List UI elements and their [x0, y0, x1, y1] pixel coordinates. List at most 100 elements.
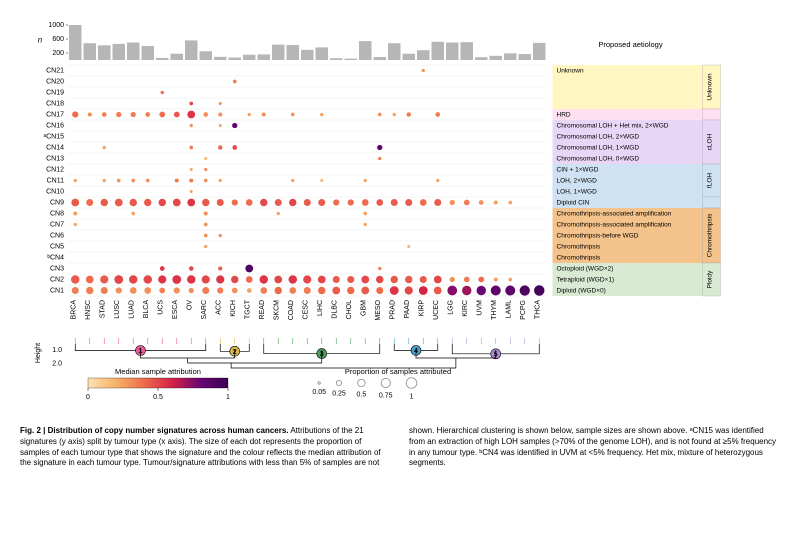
dot	[100, 275, 108, 283]
dot	[219, 124, 222, 127]
dot	[172, 275, 181, 284]
row-label: CN13	[46, 156, 64, 163]
row-label: CN9	[50, 200, 64, 207]
bar	[272, 45, 285, 60]
dot	[291, 179, 294, 182]
dot	[333, 199, 339, 205]
dot	[129, 275, 138, 284]
dot	[347, 276, 354, 283]
dot	[275, 199, 282, 206]
col-label: LIHC	[317, 300, 324, 316]
dot	[260, 287, 267, 294]
dot	[378, 267, 381, 270]
svg-text:0.75: 0.75	[379, 393, 393, 400]
bar	[287, 45, 300, 60]
dot	[376, 276, 383, 283]
dot	[72, 287, 79, 294]
dot	[277, 212, 280, 215]
dot	[217, 199, 224, 206]
col-label: ACC	[215, 300, 222, 315]
dot	[407, 245, 410, 248]
aetio-row-label: Chromosomal LOH, 2×WGD	[557, 134, 640, 141]
dot	[189, 266, 193, 270]
col-label: STAD	[99, 300, 106, 318]
aetio-row-label: Chromothripsis-associated amplification	[557, 222, 672, 229]
aetio-row-label: Chromothripsis	[557, 244, 601, 251]
dot	[103, 146, 106, 149]
row-label: CN16	[46, 123, 64, 130]
figure-container: 2006001000nCN21CN20CN19CN18CN17CN16ᵃCN15…	[20, 20, 780, 469]
dot	[219, 234, 222, 237]
dot	[101, 287, 108, 294]
dot	[405, 276, 412, 283]
dot	[393, 113, 396, 116]
dot	[462, 286, 471, 295]
dot	[233, 80, 237, 84]
dot	[190, 190, 193, 193]
dot	[202, 199, 209, 206]
dot	[362, 199, 369, 206]
size-legend-title: Proportion of samples attributed	[345, 367, 451, 376]
dot	[86, 199, 93, 206]
dot	[173, 199, 181, 207]
aetio-row-label: Octoploid (WGD×2)	[557, 266, 614, 273]
size-legend-circle	[358, 379, 365, 386]
row-label: CN3	[50, 266, 64, 273]
dot	[246, 199, 253, 206]
dot	[159, 288, 165, 294]
dot	[130, 199, 137, 206]
dot	[434, 199, 441, 206]
size-legend-circle	[318, 382, 320, 384]
bar	[388, 43, 401, 60]
dot	[232, 199, 238, 205]
dot	[332, 287, 340, 295]
dot	[262, 112, 266, 116]
dot	[320, 113, 323, 116]
bar	[417, 50, 430, 60]
dot	[364, 179, 367, 182]
dot	[289, 199, 296, 206]
dot	[407, 112, 411, 116]
aetio-row-label: Unknown	[557, 68, 584, 75]
aetio-row-label: LOH, 1×WGD	[557, 189, 598, 196]
dot	[232, 145, 237, 150]
dot	[303, 275, 311, 283]
dot	[333, 276, 340, 283]
dot	[189, 178, 193, 182]
figure-caption: Fig. 2 | Distribution of copy number sig…	[20, 426, 780, 469]
dot	[291, 113, 295, 117]
svg-text:600: 600	[52, 36, 64, 43]
sample-size-barplot: 2006001000	[48, 22, 545, 60]
bar	[113, 44, 126, 60]
aetio-group-label: Unknown	[707, 73, 714, 100]
col-label: BRCA	[70, 300, 77, 320]
height-axis-label: Height	[35, 343, 42, 363]
col-label: LUAD	[128, 300, 135, 319]
svg-text:1.0: 1.0	[52, 347, 62, 354]
dot	[508, 201, 512, 205]
bar	[330, 58, 343, 60]
dot	[348, 199, 354, 205]
dot	[450, 277, 455, 282]
dot	[190, 168, 193, 171]
dot	[245, 265, 253, 273]
dot	[274, 276, 282, 284]
dot	[520, 285, 530, 295]
dot	[390, 286, 399, 295]
dot	[391, 199, 398, 206]
dot	[434, 276, 442, 284]
dot	[378, 157, 381, 160]
dot	[447, 286, 457, 296]
bar	[301, 50, 314, 60]
bar	[374, 57, 387, 60]
dot	[479, 200, 484, 205]
aetio-row-label: Tetraploid (WGD×1)	[557, 277, 615, 284]
bar	[533, 43, 546, 60]
size-legend-circle	[336, 380, 341, 385]
dot	[115, 199, 123, 207]
row-label: CN6	[50, 233, 64, 240]
col-label: READ	[259, 300, 266, 319]
col-label: KIRC	[462, 300, 469, 317]
col-label: UCS	[157, 300, 164, 315]
col-label: KIRP	[418, 300, 425, 317]
